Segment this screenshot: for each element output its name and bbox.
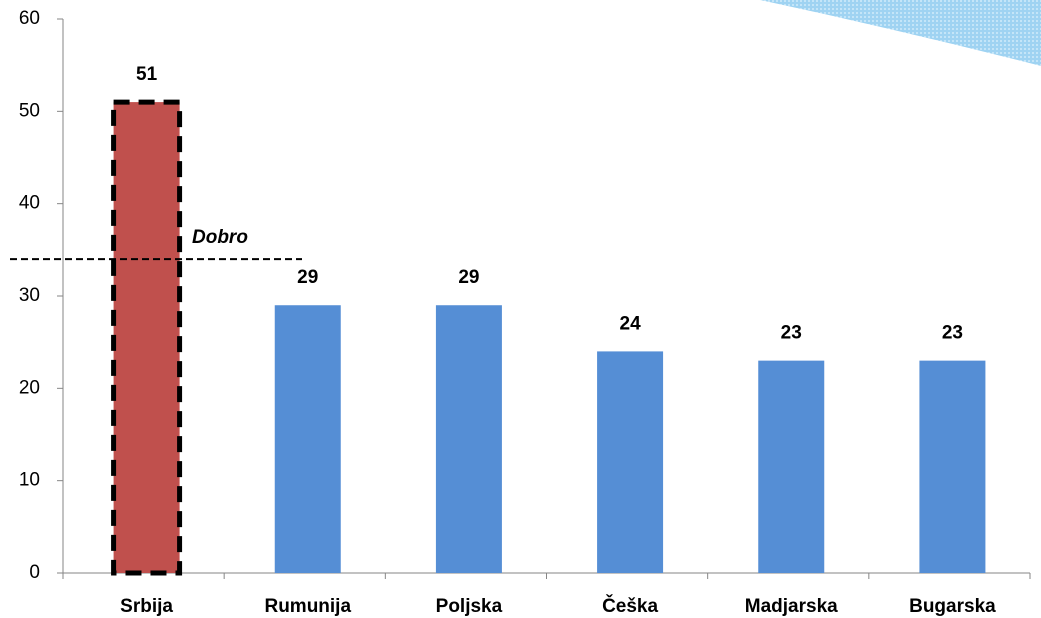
bar: [919, 360, 986, 573]
x-tick-label: Bugarska: [909, 596, 996, 617]
value-label: 29: [297, 267, 318, 288]
value-label: 24: [620, 313, 642, 334]
bar: [113, 102, 180, 573]
x-tick-label: Poljska: [436, 596, 503, 617]
bar: [435, 305, 502, 573]
bar: [758, 360, 825, 573]
x-tick-label: Češka: [602, 595, 658, 617]
reference-label: Dobro: [192, 227, 248, 248]
y-tick-label: 60: [19, 8, 40, 29]
y-tick-label: 50: [19, 100, 40, 121]
bar: [274, 305, 341, 573]
x-tick-label: Srbija: [120, 596, 173, 617]
x-tick-label: Rumunija: [264, 596, 351, 617]
x-tick-label: Madjarska: [745, 596, 838, 617]
y-tick-label: 10: [19, 470, 40, 491]
decoration: [760, 0, 1041, 66]
value-label: 51: [136, 64, 158, 85]
value-label: 23: [942, 323, 963, 344]
bar: [597, 351, 664, 573]
value-label: 23: [781, 323, 802, 344]
value-label: 29: [458, 267, 479, 288]
highlight-outline: [111, 99, 183, 576]
y-tick-label: 20: [19, 377, 40, 398]
y-tick-label: 30: [19, 285, 40, 306]
y-tick-label: 40: [19, 193, 40, 214]
y-tick-label: 0: [29, 562, 40, 583]
